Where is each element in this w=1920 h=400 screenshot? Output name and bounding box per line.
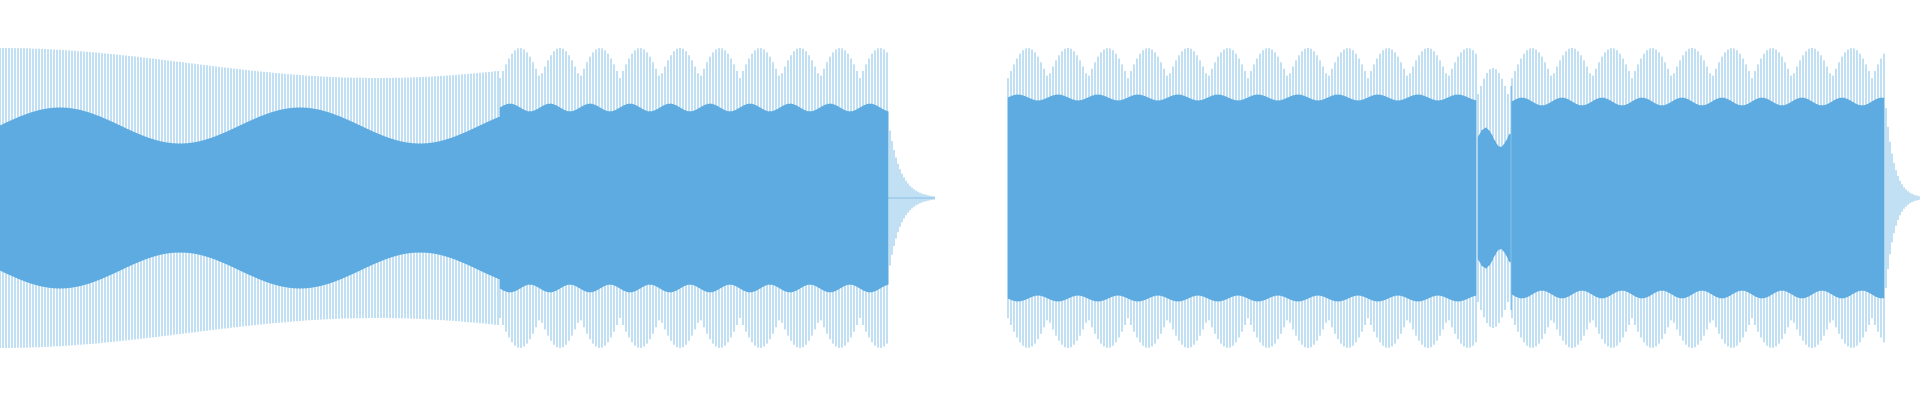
waveform-body — [0, 94, 1885, 302]
